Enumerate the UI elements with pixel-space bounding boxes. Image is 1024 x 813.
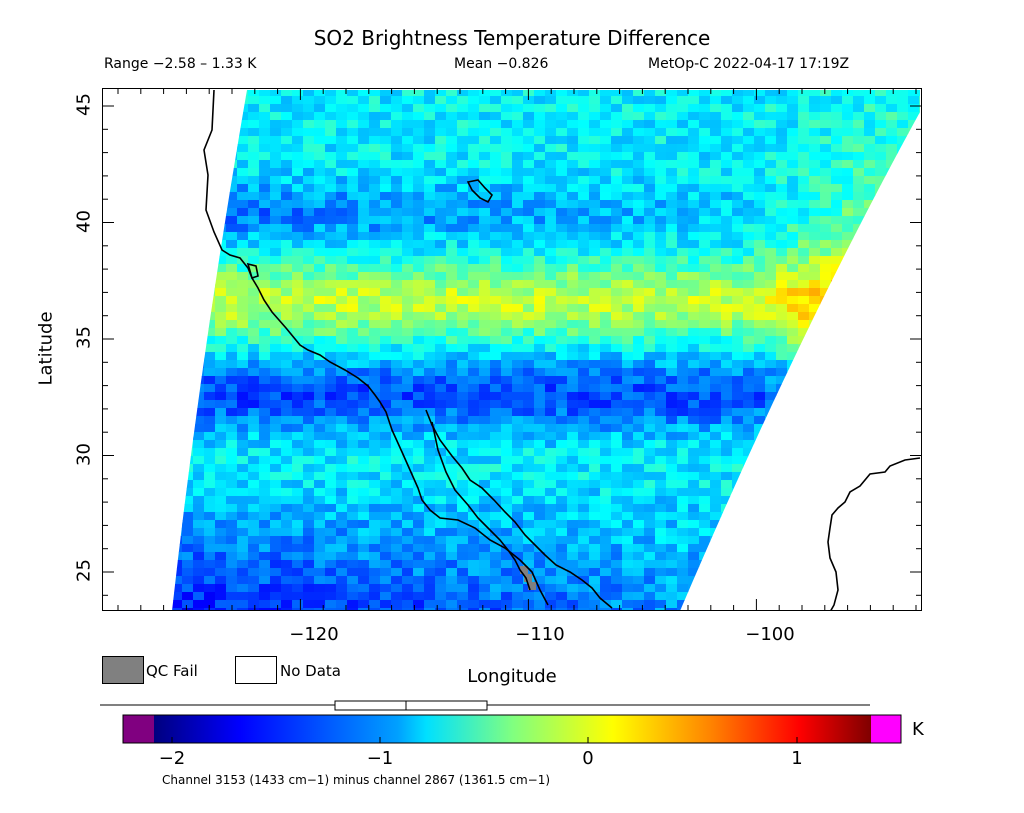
x-axis-label: Longitude (467, 666, 557, 687)
qc-fail-label: QC Fail (146, 662, 198, 680)
satellite-time-label: MetOp-C 2022-04-17 17:19Z (648, 56, 850, 72)
colorbar-tick-neg1: −1 (366, 748, 394, 769)
chart-title: SO2 Brightness Temperature Difference (313, 26, 711, 50)
channel-footnote: Channel 3153 (1433 cm−1) minus channel 2… (162, 773, 551, 787)
colorbar-over (871, 715, 901, 743)
qc-fail-swatch (102, 656, 144, 684)
swath-data-grid (172, 90, 920, 611)
colorbar-under (123, 715, 154, 743)
colorbar-tick-neg2: −2 (158, 748, 186, 769)
no-data-label: No Data (280, 662, 341, 680)
x-tick-120w: −120 (289, 624, 339, 645)
range-label: Range −2.58 – 1.33 K (104, 56, 257, 72)
distribution-box (334, 700, 488, 711)
mean-label: Mean −0.826 (454, 56, 549, 72)
colorbar-gradient (154, 715, 871, 743)
coastline (203, 89, 921, 611)
colorbar-unit: K (912, 719, 924, 740)
colorbar-tick-1: 1 (791, 748, 803, 769)
x-tick-110w: −110 (515, 624, 565, 645)
map-frame (102, 88, 922, 611)
x-tick-100w: −100 (745, 624, 795, 645)
no-data-swatch (235, 656, 277, 684)
colorbar-tick-0: 0 (582, 748, 594, 769)
